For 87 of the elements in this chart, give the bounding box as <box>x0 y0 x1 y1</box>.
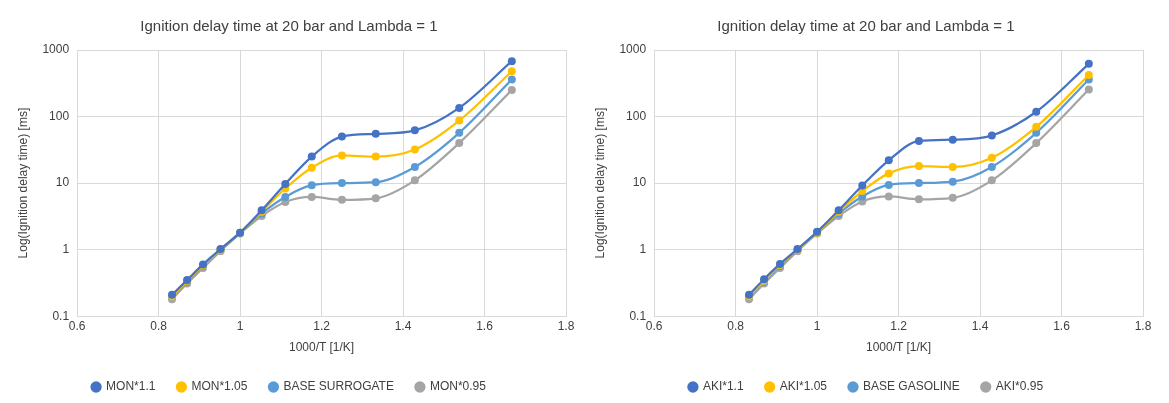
legend-label: MON*1.1 <box>106 379 156 394</box>
legend-label: MON*1.05 <box>191 379 248 394</box>
y-tick-label: 1000 <box>42 42 70 57</box>
chart-title: Ignition delay time at 20 bar and Lambda = 1 <box>140 17 438 35</box>
point <box>884 180 893 189</box>
point <box>948 135 957 144</box>
point <box>948 162 957 171</box>
point <box>948 193 957 202</box>
x-tick-label: 1 <box>813 318 821 333</box>
point <box>337 151 346 160</box>
point <box>507 75 516 84</box>
point <box>410 162 419 171</box>
point <box>455 116 464 125</box>
x-tick-label: 1.8 <box>1134 318 1152 333</box>
legend-label: BASE SURROGATE <box>283 379 394 394</box>
point <box>371 178 380 187</box>
point <box>884 192 893 201</box>
x-tick-label: 1.4 <box>971 318 989 333</box>
point <box>337 195 346 204</box>
x-tick-label: 1.2 <box>313 318 331 333</box>
point <box>1032 122 1041 131</box>
legend-label: AKI*1.1 <box>702 379 744 394</box>
point <box>307 192 316 201</box>
point <box>455 128 464 137</box>
point <box>1032 139 1041 148</box>
point <box>307 181 316 190</box>
point <box>371 152 380 161</box>
point <box>914 162 923 171</box>
y-tick-label: 0.1 <box>52 308 70 323</box>
legend-label: BASE GASOLINE <box>863 379 960 394</box>
point <box>307 152 316 161</box>
point <box>914 136 923 145</box>
point <box>337 132 346 141</box>
y-tick-label: 1 <box>639 241 647 256</box>
point <box>987 162 996 171</box>
point <box>507 67 516 76</box>
y-tick-label: 0.1 <box>629 308 647 323</box>
point <box>858 181 867 190</box>
y-tick-label: 1000 <box>619 42 647 57</box>
point <box>987 153 996 162</box>
point <box>281 192 290 201</box>
x-axis-title: 1000/T [1/K] <box>288 340 355 355</box>
point <box>410 126 419 135</box>
x-axis-title: 1000/T [1/K] <box>865 340 932 355</box>
y-axis-title: Log(Ignition delay time) [ms] <box>15 107 30 259</box>
point <box>987 176 996 185</box>
chart-title: Ignition delay time at 20 bar and Lambda = 1 <box>717 17 1015 35</box>
point <box>914 195 923 204</box>
x-tick-label: 1.6 <box>476 318 494 333</box>
point <box>507 57 516 66</box>
point <box>1084 59 1093 68</box>
legend-label: AKI*1.05 <box>779 379 828 394</box>
point <box>884 169 893 178</box>
y-tick-label: 1 <box>62 241 70 256</box>
point <box>410 176 419 185</box>
point <box>884 156 893 165</box>
point <box>507 86 516 95</box>
x-tick-label: 0.6 <box>645 318 663 333</box>
y-tick-label: 100 <box>626 108 647 123</box>
point <box>371 129 380 138</box>
x-tick-label: 1.2 <box>890 318 908 333</box>
x-tick-label: 1.6 <box>1053 318 1071 333</box>
legend-label: AKI*0.95 <box>995 379 1044 394</box>
point <box>914 179 923 188</box>
point <box>337 179 346 188</box>
y-axis-title: Log(Ignition delay time) [ms] <box>592 107 607 259</box>
point <box>1084 71 1093 80</box>
point <box>987 131 996 140</box>
y-tick-label: 10 <box>55 175 70 190</box>
point <box>948 177 957 186</box>
point <box>410 145 419 154</box>
y-tick-label: 100 <box>49 108 70 123</box>
point <box>1084 85 1093 94</box>
y-tick-label: 10 <box>632 175 647 190</box>
point <box>307 163 316 172</box>
x-tick-label: 0.8 <box>150 318 168 333</box>
point <box>281 179 290 188</box>
x-tick-label: 1.4 <box>394 318 412 333</box>
x-tick-label: 0.8 <box>727 318 745 333</box>
point <box>455 139 464 148</box>
point <box>1032 107 1041 116</box>
point <box>455 103 464 112</box>
point <box>371 194 380 203</box>
x-tick-label: 1 <box>236 318 244 333</box>
x-tick-label: 1.8 <box>557 318 575 333</box>
legend-label: MON*0.95 <box>429 379 487 394</box>
x-tick-label: 0.6 <box>68 318 86 333</box>
